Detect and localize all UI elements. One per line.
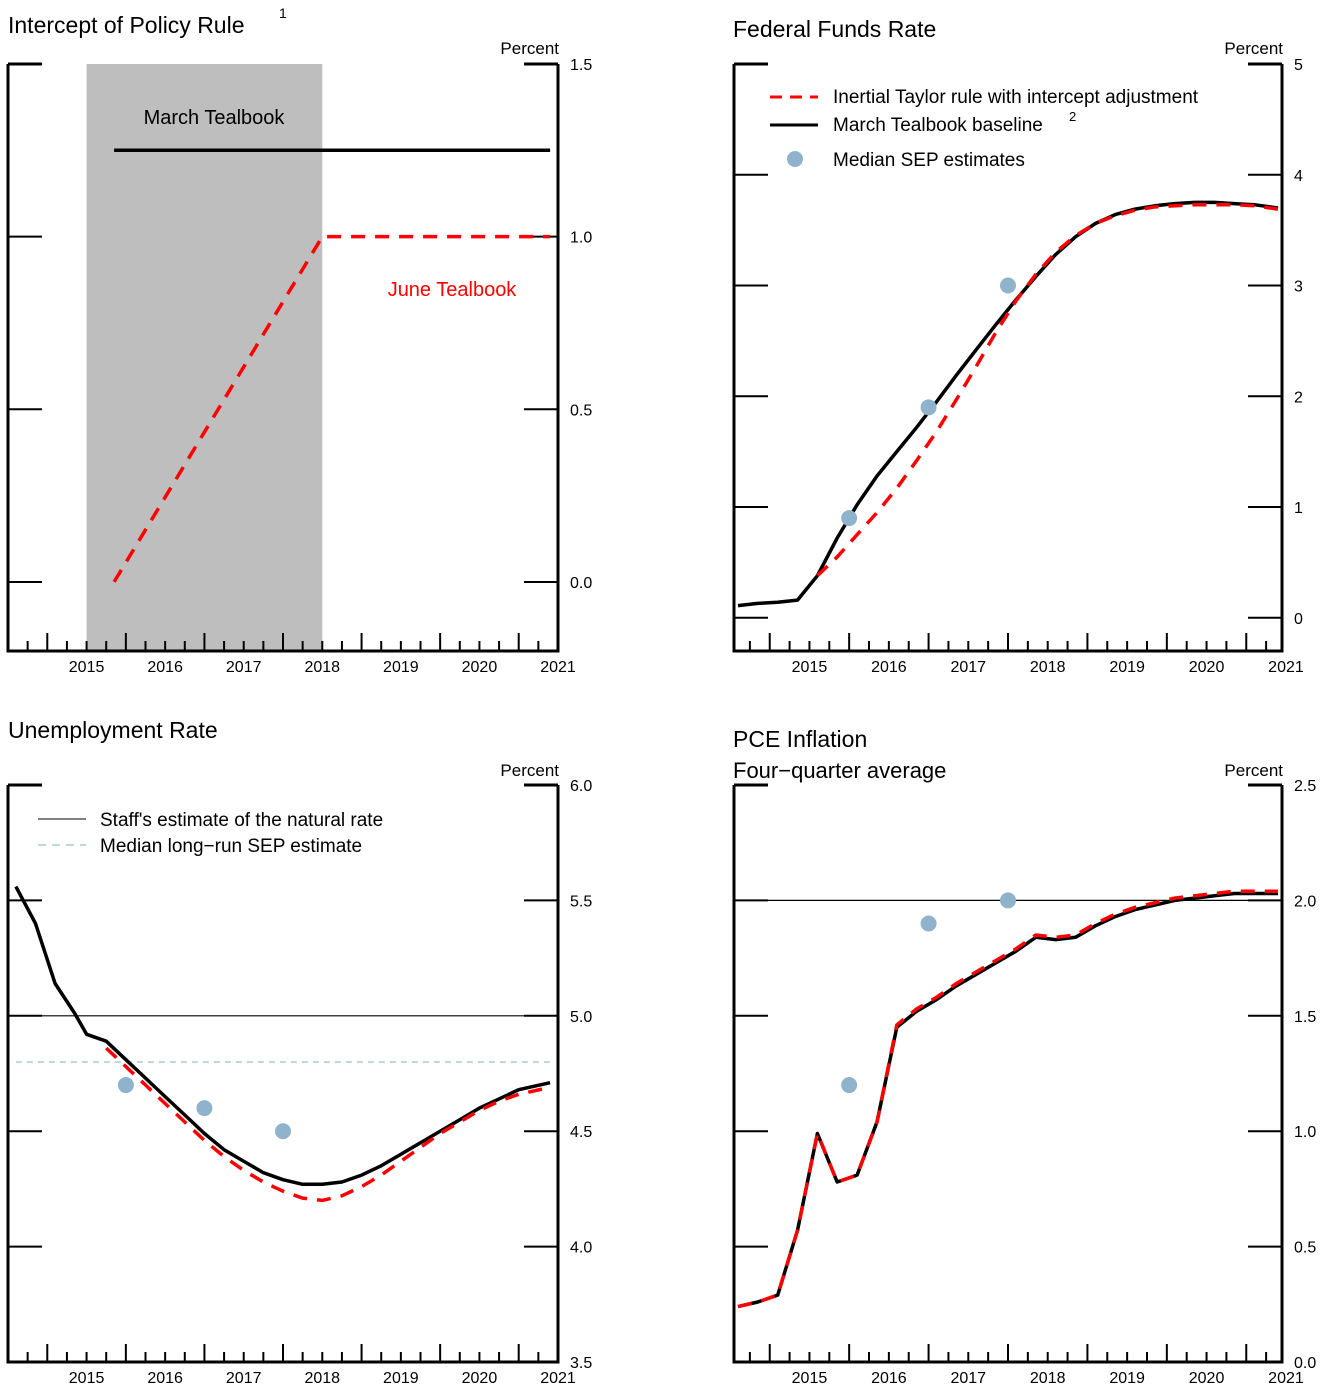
x-tick-label: 2017 (226, 1370, 262, 1386)
y-tick-label: 2 (1294, 389, 1303, 406)
panel-title: Intercept of Policy Rule (8, 12, 245, 38)
x-tick-label: 2018 (304, 1370, 340, 1386)
axis-frame (6, 785, 560, 1364)
x-tick-label: 2016 (147, 1370, 183, 1386)
x-tick-label: 2015 (792, 1370, 828, 1386)
sep-point (920, 915, 937, 932)
y-tick-label: 0.0 (1294, 1355, 1316, 1372)
series-line-dashed (737, 889, 1278, 1309)
series-line-baseline (14, 885, 551, 1187)
legend-swatch-sep (787, 151, 803, 167)
legend-label-sep: Median SEP estimates (833, 150, 1025, 171)
x-tick-label: 2017 (226, 659, 262, 676)
series-line-dashed (112, 234, 551, 583)
y-tick-label: 1.5 (1294, 1009, 1316, 1026)
legend-footnote: 2 (1069, 109, 1076, 124)
x-tick-label: 2020 (462, 659, 498, 676)
legend-label-long-run: Median long−run SEP estimate (100, 836, 362, 857)
unit-label: Percent (500, 39, 559, 58)
x-tick-label: 2016 (871, 659, 907, 676)
annotation-march: March Tealbook (144, 107, 286, 129)
x-tick-label: 2017 (950, 1370, 986, 1386)
series-line-dashed (816, 202, 1279, 577)
y-tick-label: 6.0 (570, 778, 592, 795)
x-tick-label: 2018 (1030, 1370, 1066, 1386)
unit-label: Percent (1224, 761, 1283, 780)
y-tick-label: 0.0 (570, 575, 592, 592)
sep-point (920, 399, 937, 416)
x-tick-label: 2015 (792, 659, 828, 676)
x-tick-label: 2020 (1189, 1370, 1225, 1386)
x-tick-label: 2015 (69, 659, 105, 676)
x-tick-label: 2021 (540, 1370, 576, 1386)
y-tick-label: 0 (1294, 611, 1303, 628)
axis-frame (732, 785, 1284, 1364)
y-tick-label: 0.5 (570, 402, 592, 419)
y-tick-label: 4.0 (570, 1240, 592, 1257)
legend-label-natural-rate: Staff's estimate of the natural rate (100, 810, 383, 831)
panel-title: Unemployment Rate (8, 717, 218, 743)
panel-title: PCE Inflation (733, 726, 867, 752)
sep-point (841, 1077, 858, 1094)
y-tick-label: 1 (1294, 500, 1303, 517)
y-tick-label: 1.0 (570, 230, 592, 247)
sep-point (196, 1100, 213, 1117)
sep-point (841, 510, 858, 527)
annotation-june: June Tealbook (388, 279, 518, 301)
x-tick-label: 2021 (1268, 659, 1304, 676)
y-tick-label: 5 (1294, 57, 1303, 74)
y-tick-label: 2.0 (1294, 893, 1316, 910)
sep-point (1000, 892, 1016, 909)
y-tick-label: 4 (1294, 168, 1303, 185)
y-tick-label: 1.5 (570, 57, 592, 74)
y-tick-label: 2.5 (1294, 778, 1316, 795)
series-line-dashed (105, 1046, 551, 1203)
sep-point (1000, 277, 1016, 294)
sep-point (117, 1077, 134, 1094)
panel-federal-funds: Federal Funds Rate Percent Inertial Tayl… (732, 16, 1304, 676)
sep-point (275, 1123, 291, 1140)
x-tick-label: 2020 (1189, 659, 1225, 676)
x-tick-label: 2019 (1109, 1370, 1145, 1386)
y-tick-label: 5.0 (570, 1009, 592, 1026)
y-tick-label: 4.5 (570, 1124, 592, 1141)
unit-label: Percent (1224, 39, 1283, 58)
panel-subtitle: Four−quarter average (733, 758, 946, 783)
series-line-baseline (737, 891, 1278, 1309)
y-tick-label: 3 (1294, 279, 1303, 296)
x-tick-label: 2021 (1268, 1370, 1304, 1386)
panel-pce-inflation: PCE Inflation Four−quarter average Perce… (732, 726, 1316, 1386)
title-footnote: 1 (279, 5, 287, 21)
unit-label: Percent (500, 761, 559, 780)
x-tick-label: 2016 (871, 1370, 907, 1386)
x-tick-label: 2021 (540, 659, 576, 676)
panel-unemployment: Unemployment Rate Percent Staff's estima… (6, 717, 592, 1386)
x-tick-label: 2020 (462, 1370, 498, 1386)
x-tick-label: 2019 (383, 659, 419, 676)
y-tick-label: 1.0 (1294, 1124, 1316, 1141)
legend-label-baseline: March Tealbook baseline (833, 115, 1043, 136)
x-tick-label: 2015 (69, 1370, 105, 1386)
series-line-baseline (737, 200, 1279, 608)
legend-label-inertial: Inertial Taylor rule with intercept adju… (833, 87, 1199, 108)
y-tick-label: 0.5 (1294, 1240, 1316, 1257)
y-tick-label: 3.5 (570, 1355, 592, 1372)
panel-title: Federal Funds Rate (733, 16, 936, 42)
x-tick-label: 2019 (383, 1370, 419, 1386)
x-tick-label: 2017 (950, 659, 986, 676)
x-tick-label: 2018 (304, 659, 340, 676)
y-tick-label: 5.5 (570, 893, 592, 910)
panel-intercept: Intercept of Policy Rule 1 Percent March… (6, 5, 592, 676)
shaded-region (86, 64, 323, 651)
x-tick-label: 2016 (147, 659, 183, 676)
x-tick-label: 2019 (1109, 659, 1145, 676)
x-tick-label: 2018 (1030, 659, 1066, 676)
